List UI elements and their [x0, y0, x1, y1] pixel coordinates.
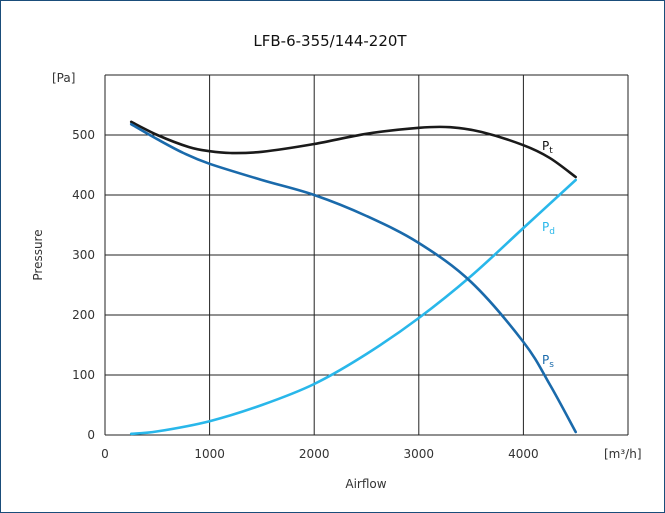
x-tick-label: 1000: [194, 447, 225, 461]
y-tick-label: 400: [72, 188, 95, 202]
series-line-pd: [129, 178, 577, 436]
x-tick-label: 3000: [404, 447, 435, 461]
x-unit-label: [m³/h]: [604, 447, 642, 461]
series-layer: [129, 120, 577, 436]
y-tick-label: 500: [72, 128, 95, 142]
x-axis-title: Airflow: [345, 477, 386, 491]
y-tick-label: 200: [72, 308, 95, 322]
series-label-pd: Pd: [542, 220, 555, 237]
tick-labels: 0 1000 2000 3000 4000 0 100 200 300 400 500: [72, 128, 539, 461]
series-line-pt: [129, 120, 577, 179]
y-tick-label: 100: [72, 368, 95, 382]
series-label-ps: Ps: [542, 353, 554, 370]
grid: [104, 74, 629, 436]
x-tick-label: 2000: [299, 447, 330, 461]
x-tick-label: 0: [101, 447, 109, 461]
y-axis-title: Pressure: [31, 229, 45, 280]
y-unit-label: [Pa]: [52, 71, 75, 85]
x-tick-label: 4000: [508, 447, 539, 461]
series-label-pt: Pt: [542, 139, 553, 156]
y-tick-label: 300: [72, 248, 95, 262]
y-tick-label: 0: [87, 428, 95, 442]
chart-title: LFB-6-355/144-220T: [253, 32, 407, 50]
series-line-ps: [129, 122, 577, 434]
series-labels: Pt Pd Ps: [542, 139, 555, 370]
